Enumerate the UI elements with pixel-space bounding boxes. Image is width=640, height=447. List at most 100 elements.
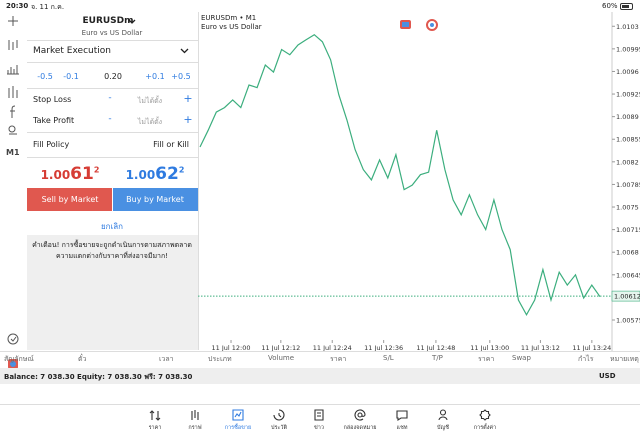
current-price-box — [611, 290, 640, 302]
column-header[interactable]: หมายเหตุ — [610, 355, 639, 363]
chart-icons[interactable] — [399, 19, 439, 31]
y-tick-label: 1.00995 — [616, 45, 640, 53]
x-tick-label: 11 Jul 12:12 — [261, 344, 300, 352]
sell-button[interactable] — [27, 188, 112, 211]
minus[interactable]: - — [108, 114, 112, 124]
column-header[interactable]: เวลา — [159, 355, 174, 363]
tab-icon — [191, 410, 199, 420]
chevron — [128, 19, 136, 24]
tab-label[interactable]: การซื้อขาย — [224, 425, 252, 431]
x-tick-label: 11 Jul 12:36 — [364, 344, 403, 352]
y-tick-label: 1.00855 — [616, 136, 640, 144]
tab-icon — [273, 409, 285, 421]
table-header: สัญลักษณ์ ตั๋ว เวลา ประเภท Volume ราคา S/L T/P ร… — [0, 354, 640, 366]
x-tick-label: 11 Jul 13:12 — [521, 344, 560, 352]
tab-label[interactable]: บัญชี — [437, 425, 449, 431]
cancel[interactable]: ยกเลิก — [100, 222, 124, 231]
volume-step[interactable]: +0.5 — [171, 72, 191, 81]
tab-icons[interactable] — [0, 405, 640, 425]
battery-icon — [620, 3, 633, 10]
tab-icon — [354, 409, 366, 421]
buy-button[interactable] — [113, 188, 198, 211]
y-tick-label: 1.00925 — [616, 91, 640, 99]
buy-label[interactable]: Buy by Market — [126, 195, 184, 204]
symbol[interactable]: EURUSDm — [82, 16, 134, 26]
tab-label[interactable]: การตั้งค่า — [473, 425, 497, 431]
take-profit-input[interactable]: ไม่ได้ตั้ง — [137, 118, 163, 126]
tab-icon — [314, 409, 324, 421]
x-tick-label: 11 Jul 12:24 — [313, 344, 352, 352]
status-time: 20:30 — [6, 2, 29, 10]
currency: USD — [599, 372, 616, 380]
status-date: จ. 11 ก.ค. — [31, 3, 65, 11]
y-tick-label: 1.00715 — [616, 226, 640, 234]
timeframe[interactable]: M1 — [6, 148, 20, 157]
left-toolbar[interactable] — [0, 12, 27, 405]
x-tick-label: 11 Jul 13:00 — [470, 344, 509, 352]
y-tick-label: 1.0082 — [616, 158, 639, 166]
take-profit-label: Take Profit — [33, 116, 75, 125]
price-line — [199, 33, 601, 317]
y-tick-label: 1.0096 — [616, 68, 639, 76]
ask-small: 2 — [178, 165, 185, 175]
execution[interactable]: Market Execution — [33, 46, 111, 56]
volume[interactable]: 0.20 — [104, 72, 122, 81]
tab-label[interactable]: ราคา — [148, 425, 162, 431]
column-header[interactable]: ตั๋ว — [78, 355, 87, 363]
volume-step[interactable]: -0.1 — [63, 72, 79, 81]
minus[interactable]: - — [108, 93, 112, 103]
plus[interactable]: + — [183, 92, 193, 105]
tab-bar: ราคา กราฟ การซื้อขาย ประวัติ ข่าว กล่องจดหมาย… — [0, 405, 640, 447]
x-tick-label: 11 Jul 13:24 — [572, 344, 611, 352]
order-panel — [27, 12, 199, 350]
battery: 60% — [602, 2, 618, 10]
column-header[interactable]: ประเภท — [208, 355, 232, 363]
y-tick-label: 1.0103 — [616, 23, 639, 31]
ask-prefix: 1.00 — [125, 168, 156, 182]
column-header[interactable]: Volume — [268, 354, 295, 362]
fill-policy-value[interactable]: Fill or Kill — [153, 140, 189, 149]
y-tick-label: 1.0075 — [616, 204, 639, 212]
column-header[interactable]: สัญลักษณ์ — [4, 355, 34, 363]
tab-icon — [396, 410, 408, 422]
current-price-label: 1.00612 — [614, 293, 640, 301]
y-tick-label: 1.00645 — [616, 271, 640, 279]
price-chart[interactable]: 1.00575 1.00645 1.0068 1.00715 1.0075 1.00785… — [198, 12, 640, 352]
warning-area — [27, 235, 198, 350]
tab-label[interactable]: กราฟ — [188, 425, 202, 431]
y-tick-label: 1.00785 — [616, 181, 640, 189]
ask-big: 62 — [155, 164, 179, 184]
column-header[interactable]: ราคา — [330, 355, 347, 363]
warning: คำเตือน! การซื้อขายจะถูกดำเนินการตามสภาพ… — [32, 241, 192, 249]
tab-label[interactable]: แชท — [396, 425, 408, 431]
tab-icon — [232, 409, 244, 421]
tab-label[interactable]: ประวัติ — [270, 425, 288, 431]
bid-big: 61 — [70, 164, 94, 184]
tab-label[interactable]: ข่าว — [314, 425, 324, 431]
fill-policy-label: Fill Policy — [33, 140, 70, 149]
stop-loss-input[interactable]: ไม่ได้ตั้ง — [137, 97, 163, 105]
sell-label[interactable]: Sell by Market — [41, 195, 99, 204]
tab-label[interactable]: กล่องจดหมาย — [343, 425, 377, 431]
tab-icon — [479, 409, 491, 421]
y-tick-label: 1.00575 — [616, 316, 640, 324]
volume-step[interactable]: -0.5 — [37, 72, 53, 81]
stop-loss-label: Stop Loss — [33, 95, 72, 104]
chart-title: EURUSDm • M1 — [201, 14, 257, 22]
x-tick-label: 11 Jul 12:48 — [416, 344, 455, 352]
balance: Balance: 7 038.30 Equity: 7 038.30 ฟรี: … — [4, 373, 193, 381]
bid-prefix: 1.00 — [40, 168, 71, 182]
column-header[interactable]: กำไร — [578, 355, 594, 363]
y-tick-label: 1.0089 — [616, 113, 639, 121]
column-header[interactable]: ราคา — [478, 355, 495, 363]
bid-small: 2 — [93, 165, 100, 175]
column-header[interactable]: T/P — [432, 354, 443, 362]
column-header[interactable]: Swap — [512, 354, 531, 362]
column-header[interactable]: S/L — [383, 354, 394, 362]
tab-icon — [438, 409, 448, 421]
tab-icon — [149, 410, 161, 421]
plus[interactable]: + — [183, 113, 193, 126]
symbol-description: Euro vs US Dollar — [81, 29, 143, 37]
volume-step[interactable]: +0.1 — [145, 72, 165, 81]
